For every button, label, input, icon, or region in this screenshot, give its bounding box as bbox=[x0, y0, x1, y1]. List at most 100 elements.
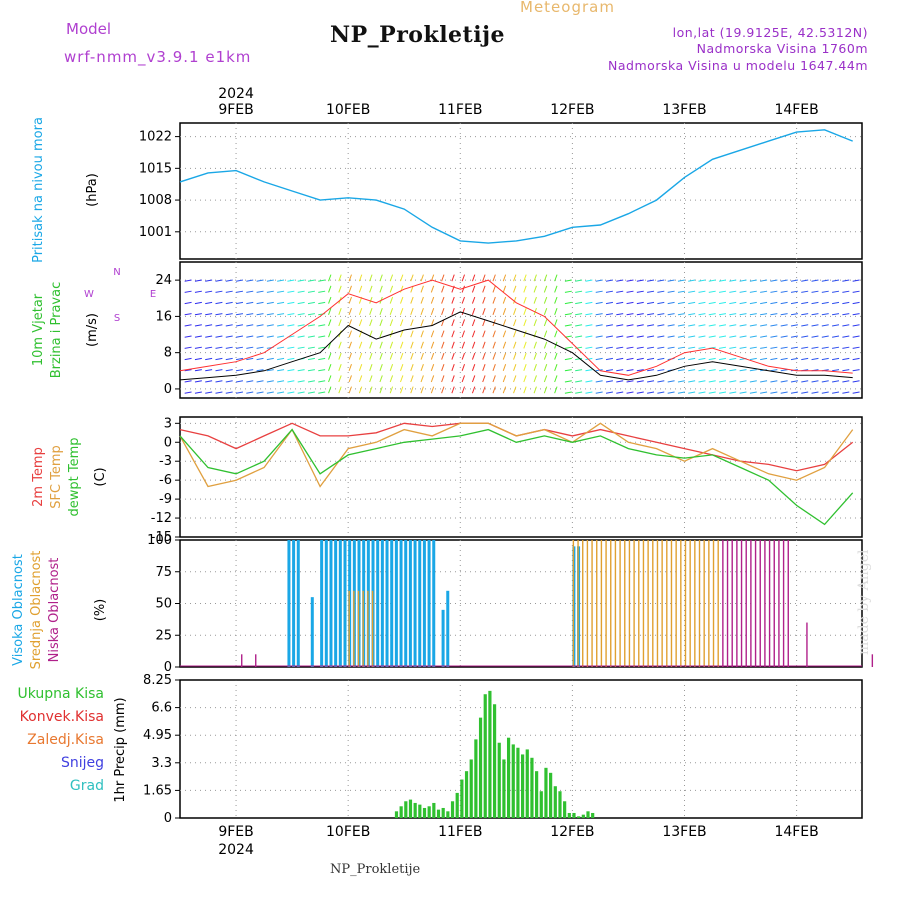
wind-arrow bbox=[688, 369, 696, 372]
wind-arrow bbox=[307, 335, 315, 338]
wind-arrow bbox=[492, 364, 496, 371]
wind-arrow bbox=[513, 341, 517, 349]
wind-arrow bbox=[389, 274, 394, 282]
wind-arrow bbox=[225, 380, 233, 383]
wind-arrow bbox=[441, 285, 445, 293]
wind-arrow bbox=[636, 380, 644, 383]
wind-arrow bbox=[400, 296, 404, 304]
wind-arrow bbox=[338, 364, 342, 371]
wind-arrow bbox=[225, 391, 233, 394]
wind-arrow bbox=[328, 274, 332, 282]
y-tick-label: 16 bbox=[155, 309, 172, 324]
wind-arrow bbox=[420, 285, 424, 293]
wind-arrow bbox=[595, 301, 603, 305]
wind-arrow bbox=[729, 313, 737, 316]
wind-arrow bbox=[348, 386, 352, 394]
wind-arrow bbox=[482, 364, 486, 371]
wind-arrow bbox=[451, 375, 455, 383]
y-tick-label: 0 bbox=[164, 660, 172, 675]
wind-arrow bbox=[708, 391, 716, 394]
wind-arrow bbox=[811, 391, 819, 394]
wind-arrow bbox=[358, 319, 363, 327]
wind-arrow bbox=[677, 391, 685, 394]
wind-arrow bbox=[667, 290, 675, 293]
wind-arrow bbox=[205, 324, 213, 327]
wind-arrow bbox=[708, 335, 716, 338]
wind-arrow bbox=[626, 279, 634, 282]
wind-arrow bbox=[215, 391, 223, 394]
wind-arrow bbox=[801, 313, 809, 316]
wind-arrow bbox=[389, 386, 394, 394]
precip-bar bbox=[516, 747, 520, 818]
wind-arrow bbox=[461, 330, 466, 338]
wind-arrow bbox=[513, 308, 517, 315]
wind-arrow bbox=[811, 380, 819, 383]
wind-arrow bbox=[482, 341, 486, 349]
wind-arrow bbox=[770, 313, 778, 316]
wind-arrow bbox=[801, 301, 809, 305]
cloud-high-bar bbox=[394, 540, 398, 667]
wind-arrow bbox=[636, 301, 644, 305]
cloud-high-bar bbox=[343, 540, 347, 667]
wind-arrow bbox=[698, 324, 706, 327]
wind-arrow bbox=[708, 279, 716, 282]
wind-arrow bbox=[482, 386, 486, 394]
wind-arrow bbox=[657, 346, 665, 349]
precip-bar bbox=[525, 749, 529, 818]
wind-arrow bbox=[523, 285, 527, 293]
wind-arrow bbox=[194, 290, 202, 293]
cloud-unit: (%) bbox=[93, 599, 108, 622]
wind-arrow bbox=[780, 369, 788, 372]
day-label-bottom: 10FEB bbox=[326, 824, 370, 840]
wind-arrow bbox=[420, 274, 424, 282]
wind-arrow bbox=[780, 357, 788, 361]
day-label-bottom: 14FEB bbox=[774, 824, 818, 840]
wind-arrow bbox=[369, 296, 373, 304]
wind-arrow bbox=[636, 346, 644, 349]
wind-arrow bbox=[307, 279, 315, 282]
y-tick-label: 25 bbox=[155, 628, 172, 643]
y-tick-label: 1015 bbox=[139, 161, 172, 176]
wind-arrow bbox=[307, 324, 315, 327]
y-tick-label: 24 bbox=[155, 273, 172, 288]
wind-arrow bbox=[194, 301, 202, 305]
wind-arrow bbox=[626, 290, 634, 293]
wind-arrow bbox=[205, 335, 213, 338]
station-elevation: Nadmorska Visina 1760m bbox=[696, 41, 868, 56]
wind-arrow bbox=[667, 346, 675, 349]
wind-arrow bbox=[790, 335, 798, 338]
wind-arrow bbox=[688, 357, 696, 361]
wind-arrow bbox=[595, 313, 603, 316]
wind-arrow bbox=[194, 346, 202, 349]
wind-arrow bbox=[842, 324, 850, 327]
wind-arrow bbox=[636, 335, 644, 338]
wind-arrow bbox=[420, 330, 424, 338]
wind-arrow bbox=[554, 285, 558, 293]
wind-arrow bbox=[616, 301, 624, 305]
wind-arrow bbox=[842, 346, 850, 349]
wind-arrow bbox=[318, 346, 326, 349]
pressure-axis-title: Pritisak na nivou mora bbox=[31, 117, 46, 263]
day-label-top: 13FEB bbox=[662, 102, 706, 118]
sfc-axis-title: SFC Temp bbox=[49, 445, 64, 509]
y-tick-label: 0 bbox=[164, 811, 172, 826]
wind-arrow bbox=[513, 330, 517, 338]
wind-arrow bbox=[657, 380, 665, 383]
wind-arrow bbox=[348, 375, 352, 383]
wind-arrow bbox=[420, 364, 424, 371]
wind-arrow bbox=[297, 301, 305, 305]
wind-arrow bbox=[256, 380, 264, 383]
cloud-high-bar bbox=[408, 540, 412, 667]
wind-arrow bbox=[471, 386, 476, 394]
precip-bar bbox=[455, 792, 459, 818]
wind-arrow bbox=[842, 279, 850, 282]
wind-arrow bbox=[358, 352, 363, 360]
y-tick-label: 1022 bbox=[139, 130, 172, 145]
wind-arrow bbox=[575, 380, 583, 383]
wind-arrow bbox=[698, 290, 706, 293]
wind-arrow bbox=[739, 335, 747, 338]
day-label-top: 14FEB bbox=[774, 102, 818, 118]
wind-arrow bbox=[205, 346, 213, 349]
wind-arrow bbox=[420, 341, 424, 349]
wind-arrow bbox=[369, 386, 373, 394]
